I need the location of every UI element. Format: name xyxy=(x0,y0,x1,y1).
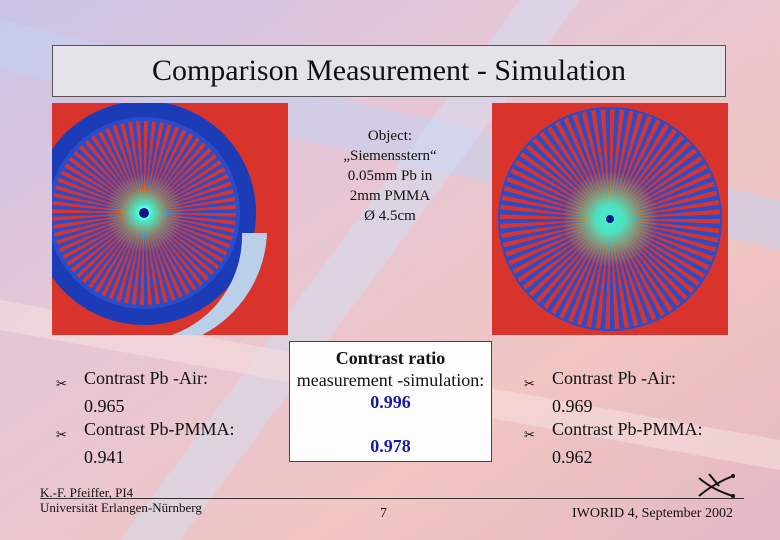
result-value: 0.969 xyxy=(552,396,593,416)
ratio-value-air: 0.996 xyxy=(370,392,411,412)
scissors-icon: ✂ xyxy=(56,427,67,442)
scissors-icon: ✂ xyxy=(524,427,535,442)
simulation-results: ✂ Contrast Pb -Air: 0.969 ✂ Contrast Pb-… xyxy=(524,367,703,469)
page-number: 7 xyxy=(380,506,387,521)
result-label: Contrast Pb-PMMA: xyxy=(552,419,703,439)
measurement-image xyxy=(52,103,288,335)
author-info: K.-F. Pfeiffer, PI4 Universität Erlangen… xyxy=(40,485,202,515)
institute-logo-icon xyxy=(698,473,735,498)
object-caption: Object: „Siemensstern“ 0.05mm Pb in 2mm … xyxy=(300,126,480,226)
scissors-icon: ✂ xyxy=(524,376,535,391)
contrast-ratio-box: Contrast ratio measurement -simulation: … xyxy=(289,341,492,462)
author-affiliation: Universität Erlangen-Nürnberg xyxy=(40,500,202,515)
ratio-subtitle: measurement -simulation: xyxy=(296,370,485,390)
conference-label: IWORID 4, September 2002 xyxy=(572,506,733,521)
caption-line: 0.05mm Pb in xyxy=(347,168,433,184)
result-value: 0.962 xyxy=(552,447,593,467)
result-value: 0.941 xyxy=(84,447,125,467)
caption-line: „Siemensstern“ xyxy=(343,148,437,164)
result-label: Contrast Pb -Air: xyxy=(552,368,676,388)
slide-title: Comparison Measurement - Simulation xyxy=(52,45,726,97)
list-item: ✂ Contrast Pb -Air: xyxy=(524,367,703,395)
caption-line: Ø 4.5cm xyxy=(364,208,416,224)
simulation-image xyxy=(492,103,728,335)
ratio-title: Contrast ratio xyxy=(335,348,446,368)
footer-divider xyxy=(40,498,744,499)
list-item: ✂ Contrast Pb-PMMA: xyxy=(524,418,703,446)
author-name: K.-F. Pfeiffer, PI4 xyxy=(40,485,134,500)
list-item: ✂ Contrast Pb-PMMA: xyxy=(56,418,235,446)
measurement-results: ✂ Contrast Pb -Air: 0.965 ✂ Contrast Pb-… xyxy=(56,367,235,469)
scissors-icon: ✂ xyxy=(56,376,67,391)
ratio-value-pmma: 0.978 xyxy=(370,436,411,456)
result-value: 0.965 xyxy=(84,396,125,416)
result-label: Contrast Pb-PMMA: xyxy=(84,419,235,439)
caption-line: Object: xyxy=(367,128,413,144)
caption-line: 2mm PMMA xyxy=(349,188,431,204)
result-label: Contrast Pb -Air: xyxy=(84,368,208,388)
list-item: ✂ Contrast Pb -Air: xyxy=(56,367,235,395)
